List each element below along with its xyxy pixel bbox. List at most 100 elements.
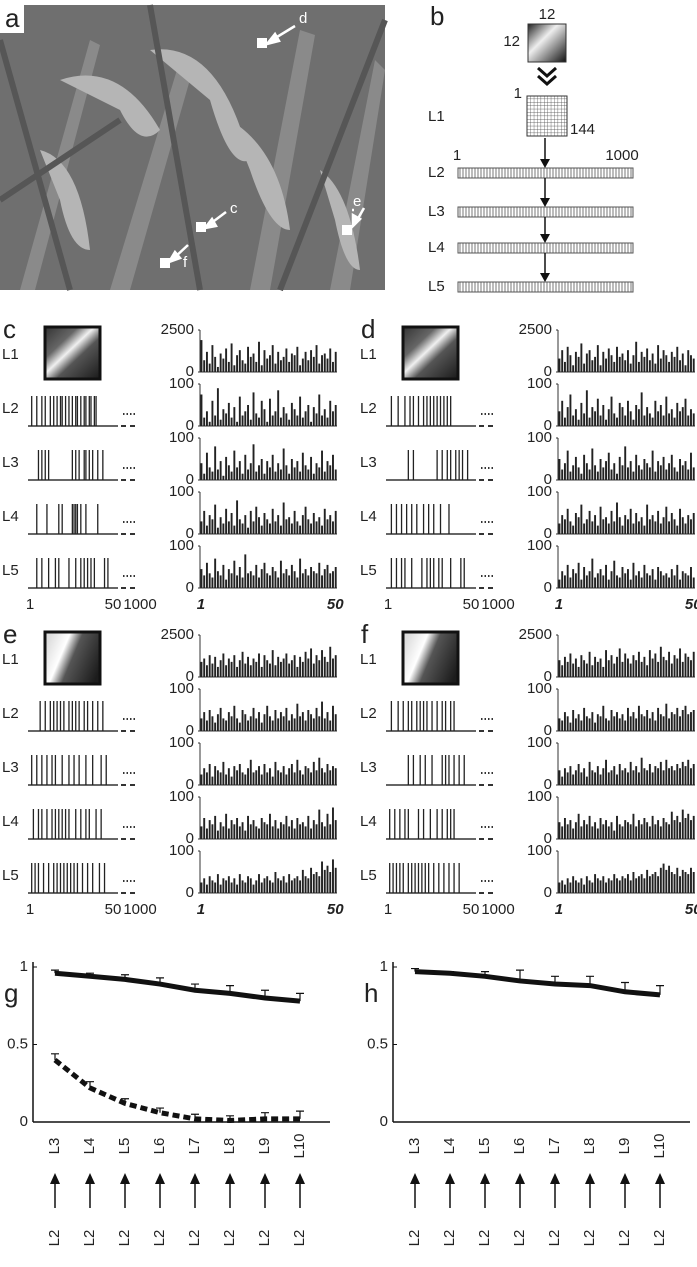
hist-bar <box>323 569 326 588</box>
hist-bar <box>690 867 692 893</box>
hist-bar <box>654 521 657 534</box>
y-tick-label: 0 <box>186 417 194 434</box>
hist-bar <box>310 456 313 480</box>
l1-last: 144 <box>570 121 595 138</box>
hist-bar <box>624 768 627 785</box>
hist-bar <box>637 876 640 893</box>
hist-bar <box>621 876 624 893</box>
hist-bar <box>244 882 247 893</box>
hist-bar <box>646 348 649 372</box>
hist-bar <box>588 718 591 731</box>
hist-bar <box>318 876 321 893</box>
hist-bar <box>208 655 211 677</box>
hist-bar <box>310 772 313 785</box>
hist-bar <box>225 813 228 839</box>
hist-bar <box>618 718 621 731</box>
hist-bar <box>651 712 654 731</box>
marker-label: c <box>230 200 238 217</box>
arrow-head <box>50 1173 60 1184</box>
hist-bar <box>605 517 607 534</box>
hist-bar <box>558 411 561 426</box>
hist-bar <box>288 663 291 677</box>
hist-bar <box>577 666 580 677</box>
arrow-head <box>260 1173 270 1184</box>
layer-label: L5 <box>2 562 19 579</box>
hist-bar <box>238 660 241 677</box>
y-tick-label: 100 <box>169 680 194 697</box>
hist-bar <box>307 710 310 731</box>
hist-bar <box>247 405 249 426</box>
hist-bar <box>233 655 236 677</box>
marker-label: e <box>353 193 361 210</box>
hist-bar <box>290 402 293 426</box>
hist-bar <box>558 579 561 588</box>
hist-bar <box>654 720 657 731</box>
hist-bar <box>260 882 263 893</box>
hist-bar <box>561 776 564 785</box>
hist-bar <box>318 562 321 588</box>
hist-bar <box>690 768 692 785</box>
hist-bar <box>632 471 635 480</box>
hist-bar <box>684 573 687 588</box>
hist-bar <box>200 463 203 480</box>
y-tick-label: 0 <box>186 668 194 685</box>
hist-bar <box>315 345 318 372</box>
hist-bar <box>646 504 649 534</box>
hist-bar <box>640 714 643 731</box>
hist-bar <box>230 820 233 839</box>
hist-bar <box>635 660 638 677</box>
hist-bar <box>244 515 247 534</box>
hist-bar <box>258 653 260 677</box>
hist-bar <box>632 419 635 426</box>
receptive-patch <box>401 630 460 686</box>
layer-label: L3 <box>2 759 19 776</box>
hist-bar <box>258 828 260 839</box>
hist-bar <box>236 884 239 893</box>
y-tick-label: 0 <box>544 884 552 901</box>
hist-bar <box>304 411 307 426</box>
hist-bar <box>687 469 690 480</box>
hist-bar <box>227 521 230 534</box>
x-tick-label: L5 <box>476 1138 493 1155</box>
hist-bar <box>211 577 214 588</box>
hist-bar <box>208 820 211 839</box>
hist-bar <box>203 473 206 480</box>
hist-bar <box>585 824 588 839</box>
hist-bar <box>203 712 206 731</box>
hist-bar <box>318 660 321 677</box>
hist-bar <box>572 525 575 534</box>
hist-bar <box>312 820 315 839</box>
hist-bar <box>676 867 679 893</box>
hist-bar <box>687 575 690 588</box>
hist-bar <box>583 454 586 480</box>
hist-bar <box>249 824 252 839</box>
y-tick-label: 0 <box>544 579 552 596</box>
hist-bar <box>326 417 329 426</box>
hist-bar <box>668 768 671 785</box>
hist-bar <box>321 701 323 731</box>
hist-bar <box>233 824 236 839</box>
layer-label: L2 <box>360 705 377 722</box>
source-label: L2 <box>651 1230 668 1247</box>
hist-bar <box>591 882 594 893</box>
hist-bar <box>216 571 219 588</box>
hist-bar <box>312 874 315 893</box>
hist-bar <box>613 830 616 839</box>
hist-bar <box>651 815 654 839</box>
hist-bar <box>211 345 214 372</box>
hist-bar <box>627 874 629 893</box>
hist-bar <box>610 396 613 426</box>
hist-bar <box>629 461 632 480</box>
hist-bar <box>222 761 225 785</box>
hist-bar <box>307 878 310 893</box>
hist-bar <box>299 656 302 677</box>
hist-bar <box>203 878 206 893</box>
y-tick-label: 100 <box>527 788 552 805</box>
x-tick-label: L7 <box>546 1138 563 1155</box>
hist-bar <box>260 459 263 480</box>
y-tick-label: 0 <box>186 363 194 380</box>
hist-bar <box>326 358 329 372</box>
hist-bar <box>225 348 228 372</box>
layer-bar <box>457 206 634 218</box>
hist-bar <box>613 560 616 588</box>
